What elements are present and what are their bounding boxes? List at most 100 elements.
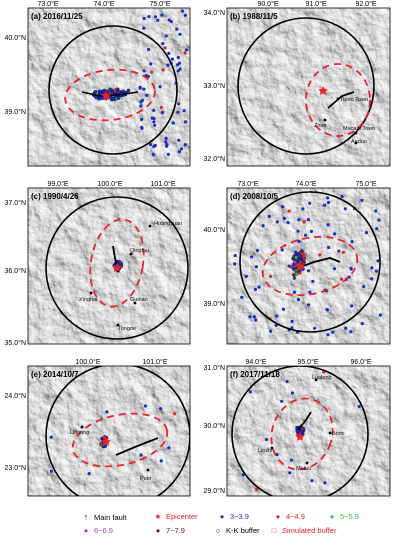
kk-buffer-circle-icon: ○ <box>215 526 221 535</box>
lat-tick-label: 39.0°N <box>204 300 225 308</box>
aftershock-dot <box>159 459 163 463</box>
place-label: Lincang <box>70 430 89 436</box>
aftershock-dot <box>166 152 170 156</box>
aftershock-dot <box>306 303 311 307</box>
aftershock-dot <box>377 218 381 222</box>
aftershock-dot <box>306 218 310 222</box>
aftershock-dot <box>145 93 149 97</box>
panel-title: (c) 1990/4/26 <box>31 192 79 201</box>
aftershock-dot <box>177 138 181 142</box>
aftershock-dot <box>105 410 109 414</box>
aftershock-dot <box>340 277 344 281</box>
aftershock-dot <box>146 74 150 78</box>
aftershock-dot <box>374 269 378 273</box>
aftershock-dot <box>147 47 151 52</box>
aftershock-dot <box>166 63 170 67</box>
aftershock-dot <box>164 34 168 38</box>
aftershock-dot <box>177 102 181 106</box>
place-label: Macam Town <box>343 126 375 132</box>
aftershock-dot <box>164 144 169 148</box>
aftershock-dot <box>255 487 259 491</box>
kk-buffer-circle <box>231 366 369 496</box>
aftershock-dot <box>147 15 151 19</box>
legend-item-main-fault: ↑ Main fault <box>80 512 127 522</box>
aftershock-dot <box>326 223 330 227</box>
aftershock-dot <box>152 108 156 112</box>
relief-background <box>28 8 190 166</box>
map-panel-b: Tuoto Town Zhao Macam Town Anduo (b) 198… <box>204 0 391 167</box>
aftershock-dot <box>286 221 290 225</box>
aftershock-dot <box>289 458 293 462</box>
aftershock-dot <box>233 253 237 258</box>
aftershock-dot <box>164 140 168 144</box>
aftershock-dot <box>172 412 177 416</box>
aftershock-dot <box>297 253 301 257</box>
aftershock-dot <box>290 319 294 324</box>
aftershock-dot <box>49 469 54 473</box>
aftershock-dot <box>178 32 182 36</box>
aftershock-dot <box>375 227 379 231</box>
aftershock-dot <box>139 100 143 104</box>
aftershock-dot <box>113 88 117 93</box>
aftershock-dot <box>293 266 297 271</box>
magnitude-4-dot-icon: ● <box>275 512 281 521</box>
legend-item-simulated-buffer: □ Simulated buffer <box>268 526 337 535</box>
aftershock-dot <box>333 232 337 236</box>
aftershock-dot <box>285 379 289 384</box>
legend-item-epicenter: ★ Epicenter <box>152 512 198 521</box>
lon-tick-label: 73.0°E <box>237 180 258 188</box>
aftershock-dot <box>267 214 271 218</box>
magnitude-6-dot-icon: ● <box>83 526 89 535</box>
aftershock-dot <box>349 266 353 270</box>
place-label: Guinan <box>130 297 148 303</box>
map-panel-d: (d) 2008/10/5 73.0°E 74.0°E 75.0°E 40.0°… <box>204 180 391 345</box>
aftershock-dot <box>160 13 164 17</box>
aftershock-dot <box>370 277 374 281</box>
magnitude-3-dot-icon: ● <box>219 512 225 521</box>
aftershock-dot <box>290 326 294 330</box>
aftershock-dot <box>254 318 258 322</box>
aftershock-dot <box>296 298 301 302</box>
aftershock-dot <box>158 85 162 89</box>
aftershock-dot <box>374 209 378 213</box>
lat-tick-label: 23.0°N <box>5 464 26 472</box>
main-fault-line <box>327 91 355 109</box>
epicenter-star <box>101 91 111 101</box>
aftershock-dot <box>116 90 120 95</box>
main-fault-line <box>297 257 341 269</box>
panel-title: (d) 2008/10/5 <box>230 192 279 201</box>
aftershock-dot <box>341 250 345 254</box>
map-panel-f: Luolong Linzhi Bomi Motuo (f) 2017/11/18… <box>204 358 391 497</box>
main-fault-line <box>297 411 312 431</box>
aftershock-dot <box>287 209 291 213</box>
epicenter-star <box>112 263 122 272</box>
relief-background <box>28 366 190 496</box>
lon-tick-label: 95.0°E <box>297 358 318 366</box>
aftershock-dot <box>253 287 257 292</box>
panel-title: (b) 1988/11/5 <box>230 12 278 21</box>
aftershock-dot <box>326 200 331 205</box>
lat-tick-label: 32.0°N <box>204 155 225 163</box>
main-fault-line <box>115 437 159 456</box>
aftershock-dot <box>143 404 148 408</box>
lon-tick-label: 100.0°E <box>76 358 101 366</box>
aftershock-dot <box>297 239 301 243</box>
aftershock-dot <box>178 67 182 71</box>
aftershock-dot <box>177 150 181 154</box>
aftershock-dot <box>138 85 142 89</box>
panel-title: (f) 2017/11/18 <box>230 370 280 379</box>
aftershock-dot <box>275 314 279 318</box>
simulated-buffer-ellipse <box>261 235 359 297</box>
aftershock-dot <box>292 276 296 280</box>
aftershock-dot <box>306 269 310 273</box>
magnitude-5-dot-icon: ● <box>329 512 335 521</box>
aftershock-dot <box>163 46 167 50</box>
aftershock-dot <box>318 253 322 257</box>
lon-tick-label: 73.0°E <box>37 0 58 8</box>
aftershock-dot <box>244 274 248 278</box>
panel-title: (e) 2014/10/7 <box>31 370 79 379</box>
epicenter-star-icon: ★ <box>154 512 162 521</box>
aftershock-dot <box>159 105 163 110</box>
aftershock-dot <box>332 267 337 271</box>
place-label: Qinghai <box>130 248 149 254</box>
